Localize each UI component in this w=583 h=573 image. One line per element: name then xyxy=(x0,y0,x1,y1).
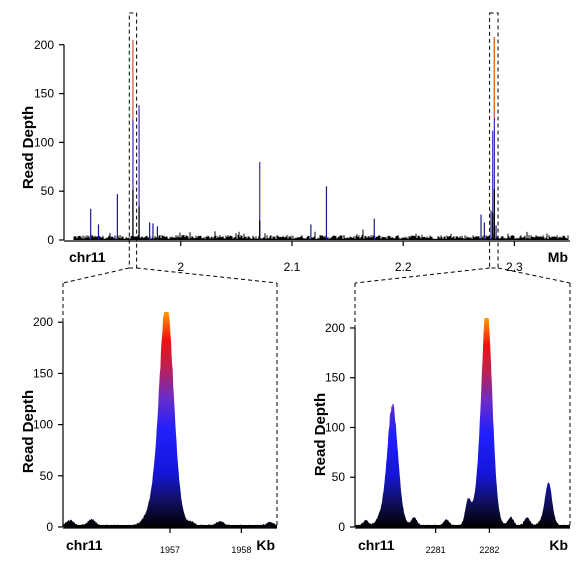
y-tick-label: 50 xyxy=(40,469,54,483)
y-tick-label: 100 xyxy=(325,420,345,434)
y-tick-label: 50 xyxy=(41,184,55,198)
y-tick-label: 50 xyxy=(332,470,346,484)
coverage-area xyxy=(63,312,277,527)
zoom-window xyxy=(128,12,138,269)
coverage-baseline xyxy=(73,229,569,240)
y-tick-label: 200 xyxy=(325,321,345,335)
x-tick-label: 1957 xyxy=(160,545,180,555)
overview-panel: 0 50 100 150 200 2 2.1 2.2 2.3 Read Depth chr11 Mb xyxy=(20,12,571,528)
unit-label: Mb xyxy=(548,249,568,265)
zoom-connector xyxy=(354,267,490,284)
x-tick-label: 2.3 xyxy=(506,260,523,274)
chromosome-label: chr11 xyxy=(69,249,106,265)
zoom-right-panel: 0 50 100 150 200 2281 2282 Read Depth chr11 Kb xyxy=(312,318,570,555)
coverage-floor xyxy=(356,525,570,528)
y-tick-label: 150 xyxy=(34,87,54,101)
y-tick-label: 150 xyxy=(325,371,345,385)
x-tick-label: 2281 xyxy=(426,545,446,555)
y-tick-label: 200 xyxy=(34,38,54,52)
y-tick-label: 100 xyxy=(33,418,53,432)
zoom-connector xyxy=(497,267,571,284)
zoom-window xyxy=(489,12,499,269)
chromosome-label: chr11 xyxy=(358,537,395,553)
zoom-connector xyxy=(62,267,130,284)
chromosome-label: chr11 xyxy=(66,537,103,553)
coverage-area xyxy=(355,318,570,527)
unit-label: Kb xyxy=(256,537,275,553)
y-axis-title: Read Depth xyxy=(20,106,37,189)
x-tick-label: 2 xyxy=(177,260,184,274)
y-tick-label: 100 xyxy=(34,135,54,149)
coverage-floor xyxy=(64,525,277,528)
y-tick-label: 0 xyxy=(338,520,345,534)
y-tick-label: 0 xyxy=(46,520,53,534)
y-tick-label: 0 xyxy=(47,233,54,247)
unit-label: Kb xyxy=(549,537,568,553)
y-tick-label: 200 xyxy=(33,315,53,329)
zoom-left-panel: 0 50 100 150 200 1957 1958 Read Depth chr11 Kb xyxy=(20,312,277,555)
y-axis-title: Read Depth xyxy=(20,390,37,473)
zoom-connector xyxy=(136,267,278,284)
x-tick-label: 2.1 xyxy=(284,260,301,274)
x-tick-label: 2282 xyxy=(479,545,499,555)
y-tick-label: 150 xyxy=(33,366,53,380)
x-tick-label: 2.2 xyxy=(395,260,412,274)
y-axis-title: Read Depth xyxy=(312,393,329,476)
x-tick-label: 1958 xyxy=(231,545,251,555)
